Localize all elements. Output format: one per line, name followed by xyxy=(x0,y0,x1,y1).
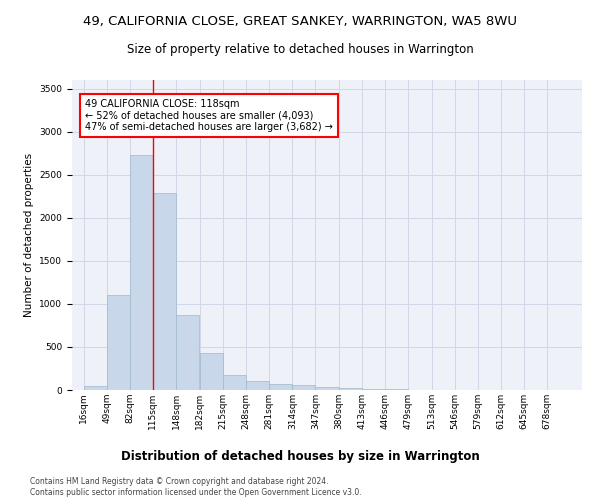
Text: 49, CALIFORNIA CLOSE, GREAT SANKEY, WARRINGTON, WA5 8WU: 49, CALIFORNIA CLOSE, GREAT SANKEY, WARR… xyxy=(83,15,517,28)
Bar xyxy=(153,193,176,390)
Text: 49 CALIFORNIA CLOSE: 118sqm
← 52% of detached houses are smaller (4,093)
47% of : 49 CALIFORNIA CLOSE: 118sqm ← 52% of det… xyxy=(85,99,333,132)
Bar xyxy=(223,376,246,390)
Text: Size of property relative to detached houses in Warrington: Size of property relative to detached ho… xyxy=(127,42,473,56)
Bar xyxy=(269,384,292,390)
Bar xyxy=(83,386,107,390)
Bar xyxy=(130,155,153,390)
Text: Contains HM Land Registry data © Crown copyright and database right 2024.
Contai: Contains HM Land Registry data © Crown c… xyxy=(30,478,362,497)
Bar xyxy=(316,387,338,390)
Bar xyxy=(385,389,408,390)
Bar xyxy=(176,315,199,390)
Bar xyxy=(200,353,223,390)
Bar xyxy=(107,296,130,390)
Bar xyxy=(362,388,385,390)
Bar xyxy=(292,386,316,390)
Bar xyxy=(246,382,269,390)
Bar xyxy=(338,388,362,390)
Text: Distribution of detached houses by size in Warrington: Distribution of detached houses by size … xyxy=(121,450,479,463)
Y-axis label: Number of detached properties: Number of detached properties xyxy=(24,153,34,317)
